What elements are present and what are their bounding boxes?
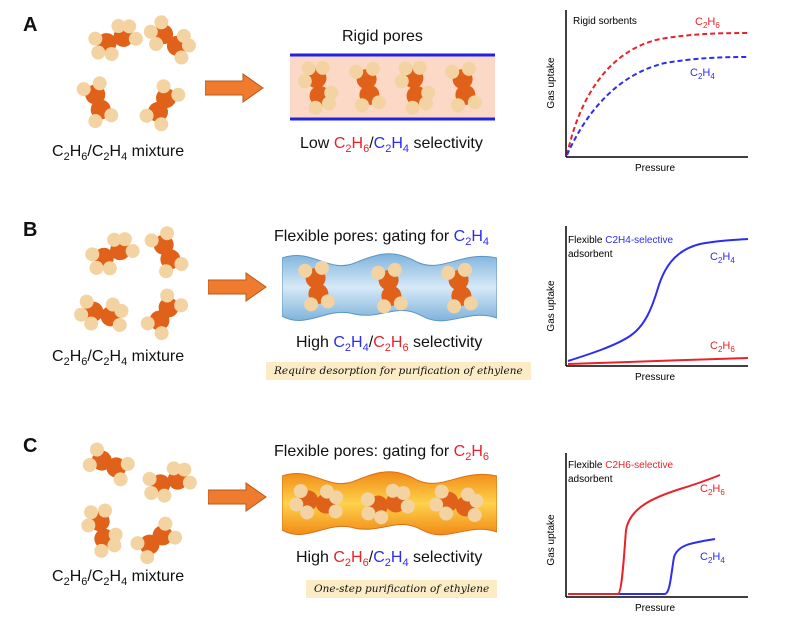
mixture-caption-a: C2H6/C2H4 mixture [52,143,185,164]
flexible-pore-channel-blue [282,253,497,322]
ethane-molecule [88,18,143,62]
flexible-pore-channel-orange [282,471,497,536]
pore-title-b: Flexible pores: gating for C2H4 [274,228,490,249]
ethylene-molecule [144,226,189,279]
note-c: One-step purification of ethylene [306,580,498,598]
chart-legend: Flexible C2H6-selective [568,460,673,471]
y-axis-label: Gas uptake [546,514,557,566]
molecules-a [76,15,196,132]
molecules-c [81,442,197,565]
selectivity-caption-c: High C2H6/C2H4 selectivity [296,549,483,570]
x-axis-label: Pressure [635,372,675,383]
uptake-chart-c: Gas uptake Pressure Flexible C2H6-select… [546,453,748,614]
uptake-chart-a: Gas uptake Pressure Rigid sorbents C2H6 … [546,10,749,174]
series-label-ethane: C2H6 [710,340,735,354]
panel-letter-b: B [23,219,38,241]
uptake-chart-b: Gas uptake Pressure Flexible C2H4-select… [546,226,749,383]
ethylene-isotherm [567,238,749,362]
ethane-molecule [143,15,196,65]
ethylene-molecule [76,76,119,129]
ethylene-molecule [82,442,135,487]
pore-title-c: Flexible pores: gating for C2H6 [274,443,490,464]
ethane-isotherm [567,357,749,365]
ethane-molecule [81,503,123,558]
chart-legend: Rigid sorbents [573,16,637,27]
chart-legend-line2: adsorbent [568,249,613,260]
panel-letter-a: A [23,14,38,36]
y-axis-label: Gas uptake [546,280,557,332]
note-b: Require desorption for purification of e… [266,362,531,380]
arrow-b [208,272,267,302]
series-label-ethylene: C2H4 [710,251,735,265]
pore-title-a: Rigid pores [342,28,423,45]
ethane-isotherm [568,474,721,595]
ethylene-molecule [139,79,186,132]
y-axis-label: Gas uptake [546,57,557,109]
ethane-isotherm [566,32,749,156]
rigid-pore-channel [290,53,495,121]
arrow-c [208,482,267,512]
ethane-molecule [85,232,140,276]
mixture-caption-c: C2H6/C2H4 mixture [52,568,185,589]
ethane-molecule [142,461,197,503]
ethylene-isotherm [568,538,716,595]
ethylene-isotherm [566,56,749,156]
series-label-ethane: C2H6 [700,483,725,497]
chart-legend: Flexible C2H4-selective [568,235,673,246]
x-axis-label: Pressure [635,163,675,174]
series-label-ethylene: C2H4 [700,551,725,565]
series-label-ethane: C2H6 [695,16,720,30]
ethane-molecule [74,294,129,332]
chart-legend-line2: adsorbent [568,474,613,485]
mixture-caption-b: C2H6/C2H4 mixture [52,348,185,369]
panel-letter-c: C [23,435,38,457]
molecules-b [74,226,189,341]
selectivity-caption-a: Low C2H6/C2H4 selectivity [300,135,483,156]
x-axis-label: Pressure [635,603,675,614]
series-label-ethylene: C2H4 [690,67,715,81]
ethylene-molecule [130,516,183,565]
arrow-a [205,73,264,103]
selectivity-caption-b: High C2H4/C2H6 selectivity [296,334,483,355]
ethylene-molecule [140,288,189,341]
